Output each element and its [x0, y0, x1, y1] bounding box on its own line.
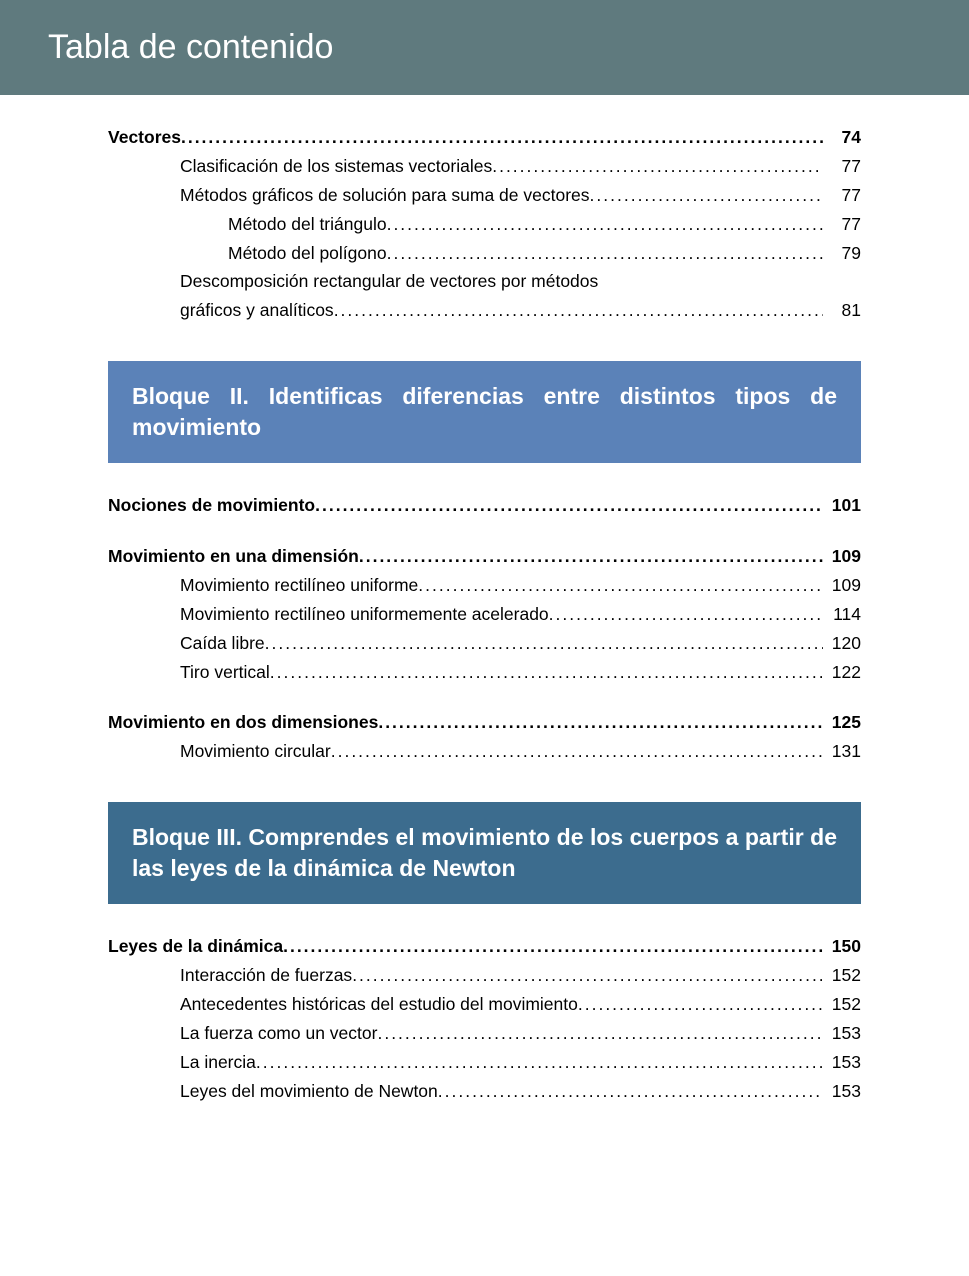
toc-leader	[359, 542, 823, 571]
toc-content: Vectores 74 Clasificación de los sistema…	[0, 123, 969, 1106]
toc-label: Tiro vertical	[180, 658, 270, 687]
toc-entry-metodos-graficos: Métodos gráficos de solución para suma d…	[108, 181, 861, 210]
toc-leader	[549, 600, 823, 629]
toc-entry-metodo-poligono: Método del polígono 79	[108, 239, 861, 268]
toc-section-bloque-ii: Nociones de movimiento 101 Movimiento en…	[108, 491, 861, 766]
toc-leader	[378, 708, 823, 737]
toc-page: 77	[823, 152, 861, 181]
toc-entry-mov-1d: Movimiento en una dimensión 109	[108, 542, 861, 571]
toc-page: 125	[823, 708, 861, 737]
toc-label: Leyes de la dinámica	[108, 932, 283, 961]
toc-page: 131	[823, 737, 861, 766]
toc-label: Movimiento circular	[180, 737, 331, 766]
toc-entry-vectores: Vectores 74	[108, 123, 861, 152]
toc-page: 74	[823, 123, 861, 152]
toc-page: 153	[823, 1077, 861, 1106]
toc-leader	[315, 491, 823, 520]
toc-leader	[590, 181, 823, 210]
toc-section-vectores: Vectores 74 Clasificación de los sistema…	[108, 123, 861, 325]
toc-label: La fuerza como un vector	[180, 1019, 377, 1048]
toc-entry-inercia: La inercia 153	[108, 1048, 861, 1077]
toc-page: 114	[823, 600, 861, 629]
toc-label: Leyes del movimiento de Newton	[180, 1077, 438, 1106]
toc-leader	[265, 629, 823, 658]
page-header: Tabla de contenido	[0, 0, 969, 95]
toc-label: Clasificación de los sistemas vectoriale…	[180, 152, 492, 181]
toc-entry-clasificacion: Clasificación de los sistemas vectoriale…	[108, 152, 861, 181]
toc-entry-caida-libre: Caída libre 120	[108, 629, 861, 658]
toc-entry-mov-2d: Movimiento en dos dimensiones 125	[108, 708, 861, 737]
toc-leader	[492, 152, 823, 181]
toc-label: Método del polígono	[228, 239, 387, 268]
toc-label: Movimiento en dos dimensiones	[108, 708, 378, 737]
toc-page: 153	[823, 1048, 861, 1077]
toc-leader	[377, 1019, 823, 1048]
toc-entry-interaccion-fuerzas: Interacción de fuerzas 152	[108, 961, 861, 990]
toc-entry-mov-circular: Movimiento circular 131	[108, 737, 861, 766]
toc-entry-fuerza-vector: La fuerza como un vector 153	[108, 1019, 861, 1048]
toc-label: Método del triángulo	[228, 210, 387, 239]
toc-label-line1: Descomposición rectangular de vectores p…	[180, 267, 861, 296]
toc-entry-mrua: Movimiento rectilíneo uniformemente acel…	[108, 600, 861, 629]
toc-page: 109	[823, 542, 861, 571]
toc-label: Métodos gráficos de solución para suma d…	[180, 181, 590, 210]
toc-label: Interacción de fuerzas	[180, 961, 352, 990]
toc-entry-metodo-triangulo: Método del triángulo 77	[108, 210, 861, 239]
toc-label: Movimiento en una dimensión	[108, 542, 359, 571]
toc-page: 122	[823, 658, 861, 687]
toc-entry-leyes-newton: Leyes del movimiento de Newton 153	[108, 1077, 861, 1106]
toc-leader	[256, 1048, 823, 1077]
toc-entry-nociones: Nociones de movimiento 101	[108, 491, 861, 520]
toc-label: Movimiento rectilíneo uniforme	[180, 571, 418, 600]
toc-leader	[418, 571, 823, 600]
toc-leader	[352, 961, 823, 990]
toc-leader	[578, 990, 823, 1019]
toc-page: 120	[823, 629, 861, 658]
toc-page: 77	[823, 210, 861, 239]
toc-page: 109	[823, 571, 861, 600]
toc-label: Caída libre	[180, 629, 265, 658]
block-header-ii: Bloque II. Identificas diferencias entre…	[108, 361, 861, 463]
toc-page: 81	[823, 296, 861, 325]
toc-entry-leyes-dinamica: Leyes de la dinámica 150	[108, 932, 861, 961]
toc-entry-antecedentes: Antecedentes históricas del estudio del …	[108, 990, 861, 1019]
toc-leader	[181, 123, 823, 152]
toc-leader	[331, 737, 823, 766]
toc-label-line2: gráficos y analíticos	[180, 296, 334, 325]
toc-entry-descomposicion: Descomposición rectangular de vectores p…	[108, 267, 861, 325]
toc-label: Nociones de movimiento	[108, 491, 315, 520]
toc-page: 77	[823, 181, 861, 210]
page-title: Tabla de contenido	[48, 28, 969, 67]
toc-leader	[270, 658, 823, 687]
toc-leader	[438, 1077, 823, 1106]
toc-leader	[283, 932, 823, 961]
toc-page: 153	[823, 1019, 861, 1048]
toc-label: Antecedentes históricas del estudio del …	[180, 990, 578, 1019]
toc-leader	[387, 210, 823, 239]
toc-entry-mru: Movimiento rectilíneo uniforme 109	[108, 571, 861, 600]
toc-page: 79	[823, 239, 861, 268]
toc-page: 101	[823, 491, 861, 520]
toc-leader	[334, 296, 823, 325]
toc-page: 152	[823, 961, 861, 990]
toc-label: La inercia	[180, 1048, 256, 1077]
toc-entry-tiro-vertical: Tiro vertical 122	[108, 658, 861, 687]
toc-leader	[387, 239, 823, 268]
block-header-iii: Bloque III. Comprendes el movimiento de …	[108, 802, 861, 904]
toc-label: Vectores	[108, 123, 181, 152]
toc-section-bloque-iii: Leyes de la dinámica 150 Interacción de …	[108, 932, 861, 1105]
toc-page: 152	[823, 990, 861, 1019]
toc-page: 150	[823, 932, 861, 961]
toc-label: Movimiento rectilíneo uniformemente acel…	[180, 600, 549, 629]
